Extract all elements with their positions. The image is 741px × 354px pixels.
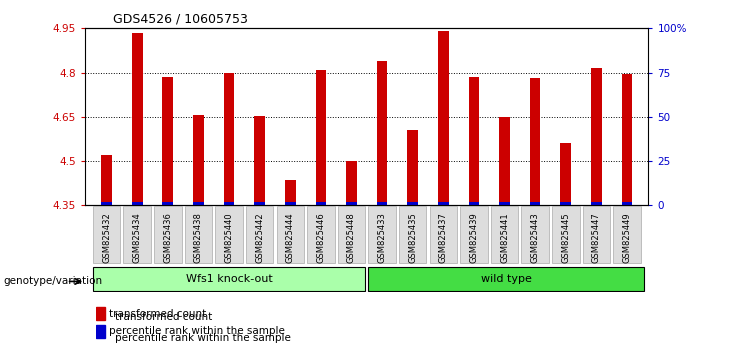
Bar (622, 202, 632, 205)
FancyBboxPatch shape (246, 206, 273, 263)
FancyBboxPatch shape (154, 206, 182, 263)
FancyBboxPatch shape (368, 267, 644, 291)
FancyBboxPatch shape (368, 206, 396, 263)
FancyBboxPatch shape (338, 206, 365, 263)
Bar (102, 155, 112, 205)
Bar (591, 202, 602, 205)
FancyBboxPatch shape (307, 206, 335, 263)
Text: GSM825440: GSM825440 (225, 212, 233, 263)
Text: wild type: wild type (481, 274, 531, 284)
Text: GSM825432: GSM825432 (102, 212, 111, 263)
FancyBboxPatch shape (552, 206, 579, 263)
Text: GSM825433: GSM825433 (378, 212, 387, 263)
Bar (376, 61, 388, 205)
Text: GSM825446: GSM825446 (316, 212, 325, 263)
Bar (530, 79, 540, 205)
Text: GSM825439: GSM825439 (469, 212, 479, 263)
Bar (346, 202, 357, 205)
FancyBboxPatch shape (185, 206, 212, 263)
FancyBboxPatch shape (93, 206, 120, 263)
Text: GSM825447: GSM825447 (592, 212, 601, 263)
Bar (132, 33, 142, 205)
Text: GDS4526 / 10605753: GDS4526 / 10605753 (113, 13, 248, 26)
Text: GSM825434: GSM825434 (133, 212, 142, 263)
FancyBboxPatch shape (522, 206, 549, 263)
Bar (408, 130, 418, 205)
Text: GSM825448: GSM825448 (347, 212, 356, 263)
Bar (316, 202, 326, 205)
Bar (591, 68, 602, 205)
Text: GSM825441: GSM825441 (500, 212, 509, 263)
Bar (438, 31, 448, 205)
Text: percentile rank within the sample: percentile rank within the sample (115, 333, 290, 343)
Text: GSM825445: GSM825445 (561, 212, 571, 263)
FancyBboxPatch shape (93, 267, 365, 291)
Text: GSM825438: GSM825438 (194, 212, 203, 263)
Text: transformed count: transformed count (109, 309, 206, 319)
Text: GSM825443: GSM825443 (531, 212, 539, 263)
FancyBboxPatch shape (491, 206, 518, 263)
Bar (438, 202, 448, 205)
FancyBboxPatch shape (276, 206, 304, 263)
Text: GSM825449: GSM825449 (622, 212, 631, 263)
Bar (193, 115, 204, 205)
Bar (96, 307, 105, 320)
Text: GSM825435: GSM825435 (408, 212, 417, 263)
Bar (224, 202, 234, 205)
Bar (468, 202, 479, 205)
Bar (162, 202, 173, 205)
Bar (376, 202, 388, 205)
FancyBboxPatch shape (582, 206, 610, 263)
Text: GSM825444: GSM825444 (286, 212, 295, 263)
Bar (560, 143, 571, 205)
FancyBboxPatch shape (430, 206, 457, 263)
Text: GSM825436: GSM825436 (163, 212, 173, 263)
Bar (316, 70, 326, 205)
Bar (254, 202, 265, 205)
FancyBboxPatch shape (124, 206, 151, 263)
Bar (560, 202, 571, 205)
Bar (193, 202, 204, 205)
Text: GSM825437: GSM825437 (439, 212, 448, 263)
Bar (530, 202, 540, 205)
Bar (224, 73, 234, 205)
Bar (132, 202, 142, 205)
Text: Wfs1 knock-out: Wfs1 knock-out (186, 274, 273, 284)
FancyBboxPatch shape (216, 206, 243, 263)
Bar (254, 116, 265, 205)
Bar (499, 202, 510, 205)
Text: GSM825442: GSM825442 (255, 212, 265, 263)
Text: transformed count: transformed count (115, 312, 212, 322)
Text: genotype/variation: genotype/variation (4, 276, 103, 286)
Bar (96, 325, 105, 338)
Bar (102, 202, 112, 205)
Bar (162, 77, 173, 205)
FancyBboxPatch shape (614, 206, 641, 263)
Bar (622, 74, 632, 205)
FancyBboxPatch shape (399, 206, 427, 263)
Bar (285, 202, 296, 205)
FancyBboxPatch shape (460, 206, 488, 263)
Bar (468, 77, 479, 205)
Bar (499, 118, 510, 205)
Bar (346, 161, 357, 205)
Bar (408, 202, 418, 205)
Bar (285, 180, 296, 205)
Text: percentile rank within the sample: percentile rank within the sample (109, 326, 285, 336)
